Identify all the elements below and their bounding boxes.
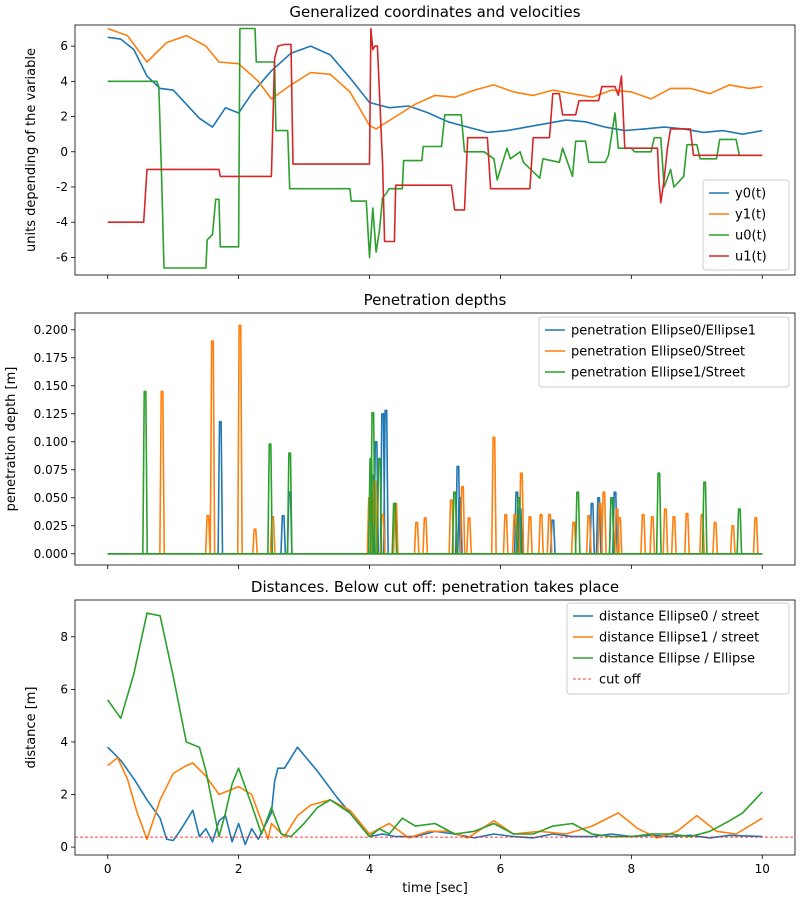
y-tick-label: 0 [60, 145, 68, 159]
chart-title: Generalized coordinates and velocities [289, 3, 580, 21]
y-axis-label: units depending of the variable [24, 48, 39, 252]
series-line-penetration-ellipse1-street [107, 390, 763, 555]
y-tick-label: 0.150 [34, 379, 68, 393]
series-line-u1-t- [107, 27, 763, 243]
legend-label: penetration Ellipse0/Street [571, 345, 745, 360]
y-tick-label: 6 [60, 682, 68, 696]
series-line-y1-t- [107, 27, 763, 130]
plot-area [107, 27, 763, 269]
plot-area [75, 612, 795, 846]
x-tick-label: 6 [497, 862, 505, 876]
legend: penetration Ellipse0/Ellipse1 penetration… [538, 316, 790, 388]
legend-label: penetration Ellipse0/Ellipse1 [571, 324, 756, 339]
axes-frame [74, 599, 796, 856]
y-axis-label: distance [m] [24, 686, 39, 768]
y-tick-label: 0.025 [34, 519, 68, 533]
legend-label: u1(t) [735, 250, 767, 265]
legend-label: y1(t) [735, 208, 766, 223]
legend-box [702, 179, 790, 271]
axes-frame [74, 312, 796, 566]
chart-panel-1: Penetration depths penetration depth [m] 0… [4, 291, 796, 569]
y-tick-label: 2 [60, 110, 68, 124]
y-tick-label: 0.050 [34, 491, 68, 505]
legend-label: y0(t) [735, 187, 766, 202]
legend: distance Ellipse0 / street distance Ellip… [566, 602, 790, 695]
y-tick-label: 2 [60, 788, 68, 802]
series-line-y0-t- [107, 36, 763, 135]
chart-panel-0: Generalized coordinates and velocities un… [24, 3, 796, 279]
y-tick-label: -2 [56, 180, 68, 194]
legend-label: distance Ellipse1 / street [599, 631, 759, 646]
x-tick-label: 0 [104, 862, 112, 876]
chart-panel-2: Distances. Below cut off: penetration ta… [24, 578, 796, 896]
y-tick-label: 4 [60, 74, 68, 88]
x-tick-label: 4 [366, 862, 374, 876]
y-tick-label: 0.175 [34, 351, 68, 365]
y-tick-label: 0.100 [34, 435, 68, 449]
y-tick-label: -4 [56, 215, 68, 229]
legend-label: penetration Ellipse1/Street [571, 366, 745, 381]
legend-box [566, 602, 790, 695]
axes-frame [74, 24, 796, 276]
series-line-u0-t- [107, 27, 763, 269]
y-tick-label: -6 [56, 250, 68, 264]
series-line-distance-ellipse0-street [107, 746, 763, 846]
y-tick-label: 4 [60, 735, 68, 749]
y-axis-label: penetration depth [m] [4, 367, 19, 512]
y-tick-label: 0.000 [34, 547, 68, 561]
y-tick-label: 0 [60, 840, 68, 854]
chart-title: Distances. Below cut off: penetration ta… [251, 578, 619, 596]
y-tick-label: 6 [60, 39, 68, 53]
x-tick-label: 10 [755, 862, 770, 876]
plot-area [107, 324, 763, 555]
chart-title: Penetration depths [364, 291, 507, 309]
series-line-distance-ellipse-ellipse [107, 612, 763, 838]
y-tick-label: 0.200 [34, 323, 68, 337]
y-tick-label: 0.125 [34, 407, 68, 421]
legend-label: distance Ellipse / Ellipse [599, 652, 755, 667]
y-tick-label: 0.075 [34, 463, 68, 477]
x-tick-label: 2 [235, 862, 243, 876]
legend-box [538, 316, 790, 388]
y-tick-label: 8 [60, 630, 68, 644]
legend-label: distance Ellipse0 / street [599, 610, 759, 625]
x-axis-label: time [sec] [402, 881, 468, 896]
legend-label: cut off [599, 673, 642, 688]
legend-label: u0(t) [735, 229, 767, 244]
legend: y0(t) y1(t) u0(t) u1(t) [702, 179, 790, 271]
x-tick-label: 8 [628, 862, 636, 876]
